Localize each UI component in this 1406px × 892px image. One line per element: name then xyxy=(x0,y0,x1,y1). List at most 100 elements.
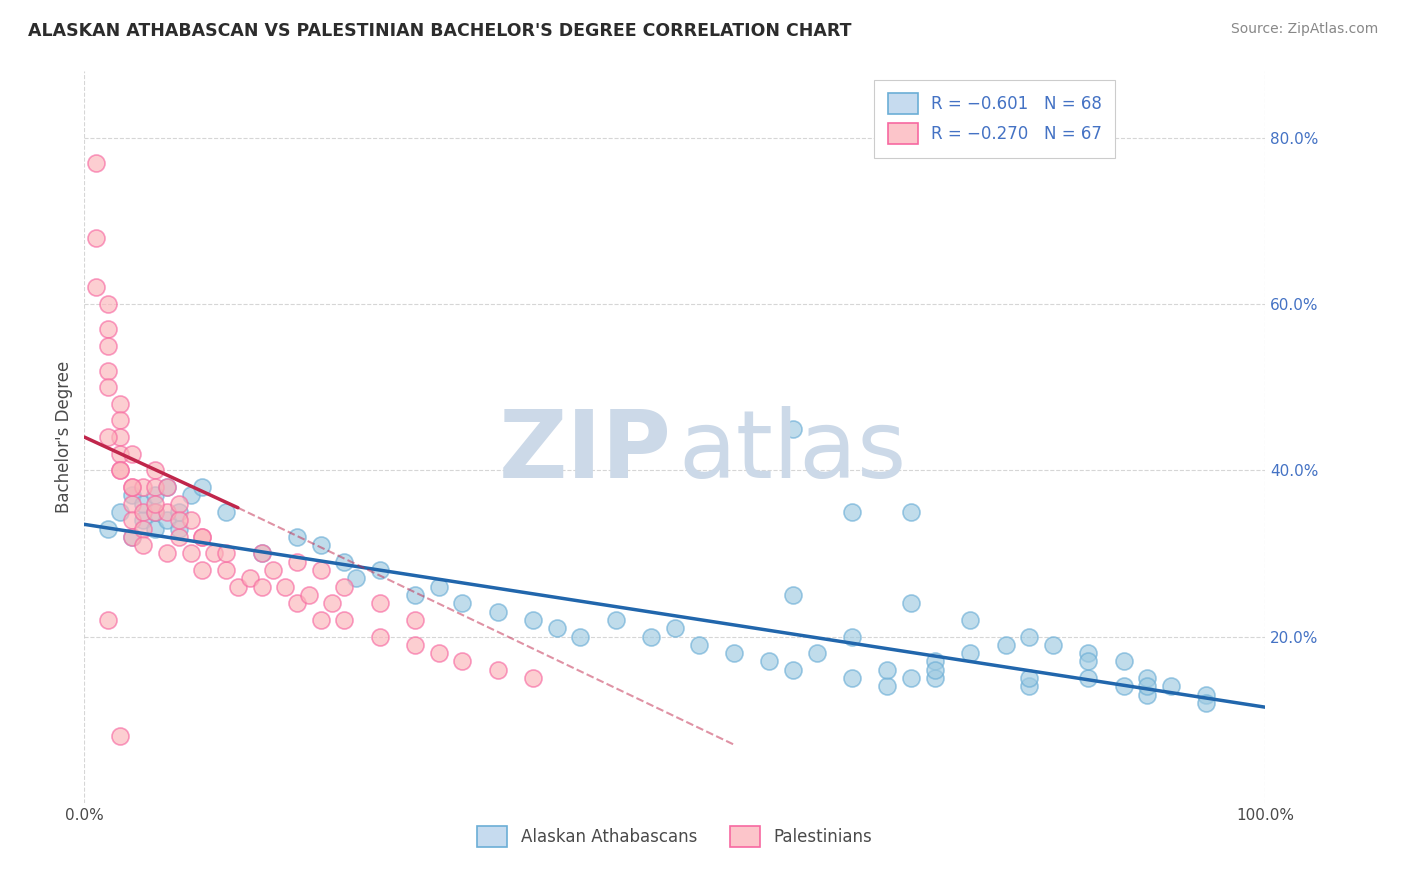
Point xyxy=(959,613,981,627)
Point xyxy=(640,630,662,644)
Point xyxy=(1112,655,1135,669)
Point xyxy=(924,663,946,677)
Point xyxy=(900,671,922,685)
Point xyxy=(900,505,922,519)
Point xyxy=(1195,688,1218,702)
Point xyxy=(605,613,627,627)
Point xyxy=(108,463,131,477)
Point xyxy=(121,513,143,527)
Point xyxy=(250,580,273,594)
Legend: Alaskan Athabascans, Palestinians: Alaskan Athabascans, Palestinians xyxy=(464,813,886,860)
Point xyxy=(427,580,450,594)
Point xyxy=(121,447,143,461)
Point xyxy=(782,422,804,436)
Point xyxy=(215,546,238,560)
Point xyxy=(167,505,190,519)
Point xyxy=(108,505,131,519)
Point xyxy=(285,555,308,569)
Point xyxy=(156,480,179,494)
Point xyxy=(180,488,202,502)
Point xyxy=(876,663,898,677)
Point xyxy=(285,596,308,610)
Point xyxy=(758,655,780,669)
Point xyxy=(1160,680,1182,694)
Point xyxy=(333,580,356,594)
Point xyxy=(1077,646,1099,660)
Y-axis label: Bachelor's Degree: Bachelor's Degree xyxy=(55,361,73,513)
Point xyxy=(309,613,332,627)
Point xyxy=(806,646,828,660)
Point xyxy=(108,430,131,444)
Point xyxy=(202,546,225,560)
Point xyxy=(1077,655,1099,669)
Text: ALASKAN ATHABASCAN VS PALESTINIAN BACHELOR'S DEGREE CORRELATION CHART: ALASKAN ATHABASCAN VS PALESTINIAN BACHEL… xyxy=(28,22,852,40)
Point xyxy=(191,480,214,494)
Point xyxy=(191,530,214,544)
Point xyxy=(143,521,166,535)
Point xyxy=(108,447,131,461)
Point xyxy=(841,505,863,519)
Point xyxy=(121,530,143,544)
Point xyxy=(121,480,143,494)
Point xyxy=(569,630,592,644)
Point xyxy=(84,155,107,169)
Point xyxy=(298,588,321,602)
Point xyxy=(333,613,356,627)
Point xyxy=(143,505,166,519)
Point xyxy=(486,605,509,619)
Text: atlas: atlas xyxy=(679,406,907,498)
Point xyxy=(522,613,544,627)
Point xyxy=(191,530,214,544)
Point xyxy=(156,505,179,519)
Point xyxy=(156,546,179,560)
Point xyxy=(262,563,284,577)
Point xyxy=(180,546,202,560)
Point xyxy=(167,530,190,544)
Point xyxy=(1112,680,1135,694)
Point xyxy=(108,413,131,427)
Point xyxy=(368,630,391,644)
Point xyxy=(321,596,343,610)
Point xyxy=(309,538,332,552)
Point xyxy=(180,513,202,527)
Point xyxy=(344,571,367,585)
Point xyxy=(143,480,166,494)
Point xyxy=(723,646,745,660)
Point xyxy=(404,638,426,652)
Point xyxy=(239,571,262,585)
Point xyxy=(97,322,120,336)
Point xyxy=(1136,671,1159,685)
Point xyxy=(900,596,922,610)
Point xyxy=(132,505,155,519)
Point xyxy=(215,505,238,519)
Point xyxy=(876,680,898,694)
Point xyxy=(427,646,450,660)
Point xyxy=(959,646,981,660)
Point xyxy=(1018,671,1040,685)
Point xyxy=(132,513,155,527)
Point xyxy=(994,638,1017,652)
Point xyxy=(782,588,804,602)
Point xyxy=(97,430,120,444)
Point xyxy=(121,497,143,511)
Point xyxy=(121,488,143,502)
Point xyxy=(522,671,544,685)
Point xyxy=(132,521,155,535)
Point xyxy=(1042,638,1064,652)
Point xyxy=(156,480,179,494)
Point xyxy=(143,488,166,502)
Point xyxy=(215,563,238,577)
Point xyxy=(97,613,120,627)
Point xyxy=(404,588,426,602)
Point xyxy=(108,729,131,743)
Point xyxy=(97,297,120,311)
Point xyxy=(97,380,120,394)
Point xyxy=(108,463,131,477)
Point xyxy=(143,463,166,477)
Point xyxy=(1077,671,1099,685)
Point xyxy=(167,497,190,511)
Point xyxy=(167,521,190,535)
Point xyxy=(451,596,474,610)
Point xyxy=(1018,630,1040,644)
Point xyxy=(782,663,804,677)
